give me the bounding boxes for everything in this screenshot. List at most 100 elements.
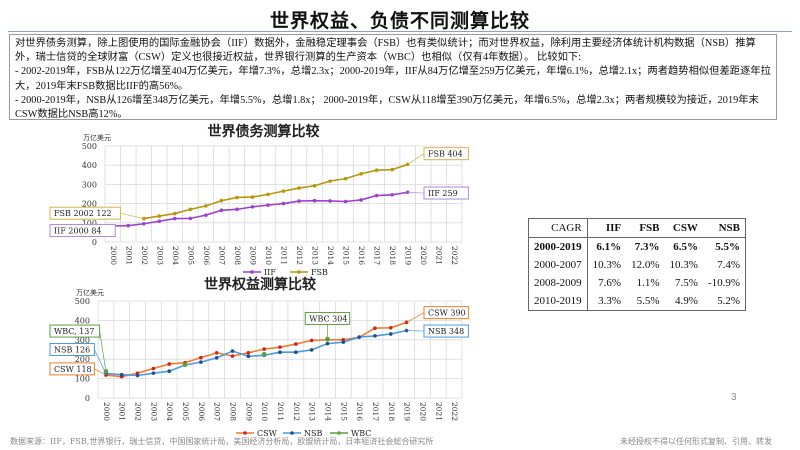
data-point-csw (214, 350, 219, 355)
legend-marker-nsb (290, 431, 294, 435)
callout-box (304, 311, 351, 325)
data-point-fsb (374, 168, 379, 172)
legend-marker-csw (243, 431, 247, 435)
copyright-note: 未经授权不得以任何形式复制、引用、转发 (620, 437, 772, 446)
x-tick-label: 2013 (308, 402, 317, 421)
data-point-nsb (325, 341, 330, 346)
summary-bullet-debt: - 2002-2019年，FSB从122万亿增至404万亿美元，年增7.3%，总… (15, 66, 771, 92)
x-tick-label: 2011 (280, 246, 289, 265)
callout-leader-line (99, 331, 107, 372)
data-point-nsb (373, 334, 377, 338)
data-point-iif (219, 208, 224, 213)
header-cell: FSB (626, 218, 665, 238)
callout-box (423, 147, 469, 161)
x-tick-label: 2014 (323, 402, 332, 421)
x-tick-label: 2003 (155, 246, 164, 265)
x-tick-label: 2016 (357, 246, 366, 265)
data-point-csw (246, 350, 251, 355)
x-tick-label: 2009 (248, 246, 257, 265)
x-tick-label: 2015 (339, 402, 348, 421)
chart-title: 世界权益测算比较 (204, 276, 316, 293)
data-point-csw (309, 338, 314, 343)
data-point-iif (173, 216, 177, 221)
x-tick-label: 2000 (102, 402, 111, 421)
data-point-csw (230, 354, 235, 358)
x-tick-label: 2002 (140, 246, 149, 265)
x-tick-label: 2021 (435, 246, 444, 265)
x-tick-label: 2001 (118, 402, 127, 421)
callout-leader-line (407, 153, 425, 165)
callout-box (49, 324, 101, 338)
legend-label-fsb: FSB (311, 268, 328, 277)
y-tick-label: 500 (82, 142, 97, 151)
data-point-fsb (204, 204, 208, 208)
y-tick-label: 400 (82, 161, 97, 170)
cell: 6.5% (673, 241, 698, 253)
x-tick-label: 2021 (434, 402, 443, 421)
data-point-fsb (157, 214, 162, 218)
callout-leader-line (406, 312, 425, 323)
callout-box (49, 206, 121, 220)
data-point-nsb (309, 348, 314, 352)
callout-label: IIF 259 (428, 189, 458, 198)
x-tick-label: 2018 (387, 402, 396, 421)
x-tick-label: 2009 (244, 402, 253, 421)
x-tick-label: 2003 (149, 402, 158, 421)
x-tick-label: 2006 (197, 402, 206, 421)
data-point-nsb (294, 350, 298, 355)
data-point-iif (142, 221, 146, 226)
cell: 2000-2019 (528, 237, 588, 256)
x-tick-label: 2004 (165, 402, 174, 421)
data-point-csw (167, 362, 172, 366)
x-tick-label: 2014 (326, 246, 335, 265)
data-point-fsb (328, 179, 332, 183)
data-point-iif (266, 203, 270, 207)
cell: 1.1% (636, 277, 660, 289)
data-point-nsb (119, 372, 124, 377)
summary-textbox: 对世界债务测算，除上图使用的国际金融协会（IIF）数据外，金融稳定理事会（FSB… (9, 34, 777, 120)
data-point-nsb (167, 369, 172, 374)
y-tick-label: 400 (75, 316, 90, 325)
cell: 4.9% (675, 295, 698, 307)
data-point-iif (281, 201, 286, 206)
x-tick-label: 2011 (276, 402, 285, 421)
callout-label: CSW 390 (428, 309, 466, 318)
data-point-iif (328, 199, 332, 203)
cell: 5.2% (717, 295, 741, 307)
data-point-csw (388, 325, 393, 330)
legend-marker-fsb (297, 270, 301, 274)
data-point-nsb (246, 354, 251, 359)
data-point-fsb (281, 189, 286, 193)
callout-box (423, 306, 469, 320)
x-tick-label: 2020 (419, 246, 428, 265)
data-point-fsb (390, 167, 394, 172)
data-point-iif (126, 223, 131, 228)
data-point-csw (404, 320, 409, 325)
callout-label: WBC, 137 (54, 327, 94, 336)
cell: 7.3% (634, 241, 660, 253)
data-point-csw (278, 345, 282, 349)
cell: 2010-2019 (528, 292, 588, 311)
y-axis-unit-label: 万亿美元 (83, 133, 111, 142)
x-tick-label: 2016 (355, 402, 364, 421)
table-row: 2000-2019 6.1% 7.3% 6.5% 5.5% (528, 237, 746, 256)
x-tick-label: 2022 (450, 246, 459, 265)
series-line-iif (112, 191, 408, 227)
cell: 7.6% (598, 277, 622, 289)
header-cell: NSB (702, 218, 746, 238)
x-tick-label: 2005 (181, 402, 190, 421)
y-tick-label: 100 (82, 219, 97, 228)
cell: 5.5% (636, 295, 660, 307)
cell: 3.3% (598, 295, 622, 307)
data-point-iif (343, 199, 348, 204)
data-point-csw (199, 355, 203, 360)
series-line-fsb (143, 163, 408, 220)
table-row: 2008-2009 7.6% 1.1% 7.5% -10.9% (528, 274, 746, 292)
x-tick-label: 2008 (229, 402, 238, 421)
cell: 7.5% (675, 277, 698, 289)
callout-label: FSB 2002 122 (54, 209, 112, 218)
data-point-iif (312, 198, 317, 203)
data-point-fsb (266, 192, 270, 197)
